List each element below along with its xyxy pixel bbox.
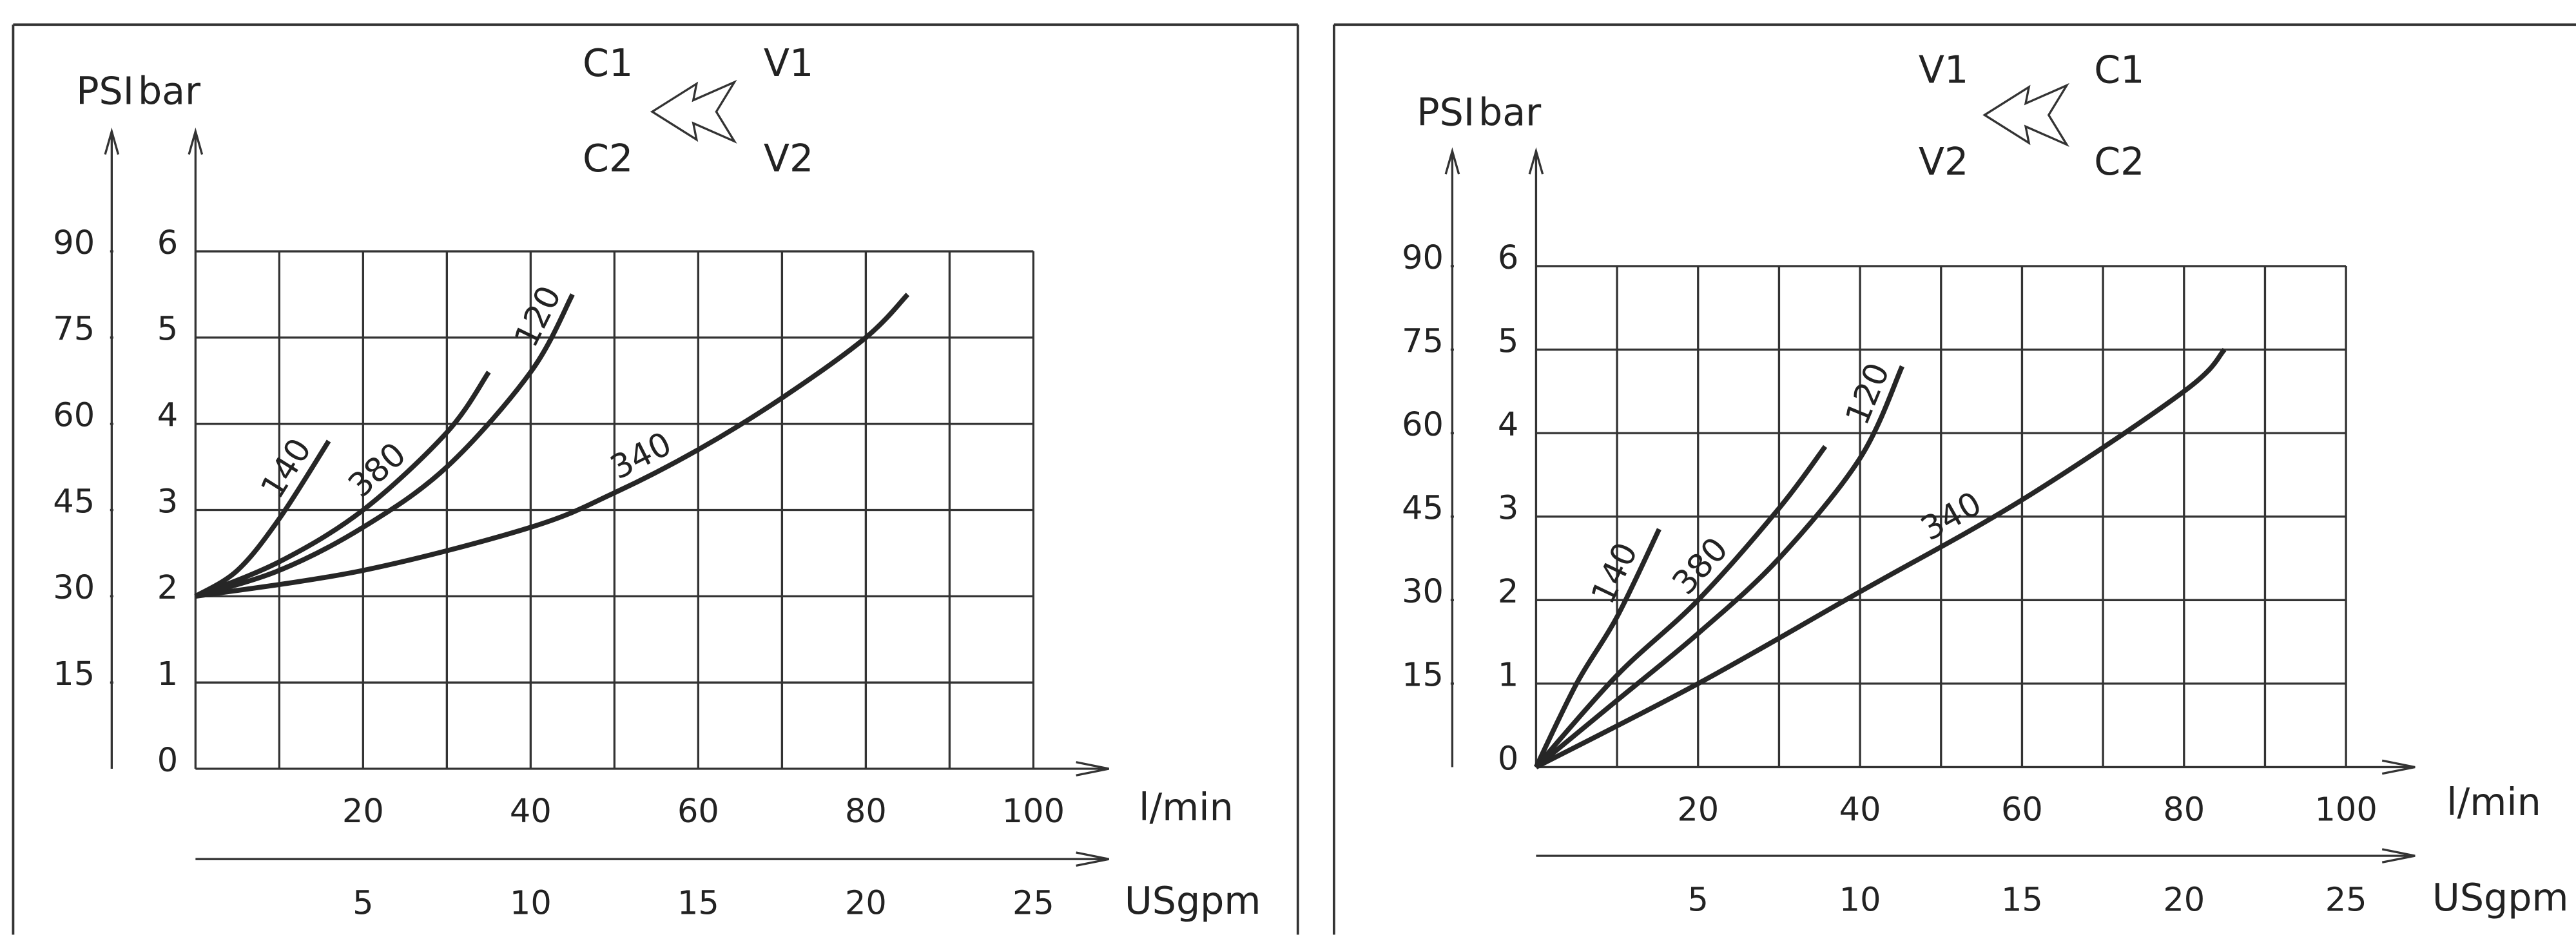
x2-axis-label: USgpm [1125, 879, 1261, 923]
x2-tick-label: 15 [677, 885, 719, 923]
y-tick-label: 5 [1498, 322, 1518, 360]
y-tick-label: 4 [157, 396, 178, 434]
y-axis-label: bar [1478, 91, 1542, 135]
y2-axis [104, 127, 120, 769]
x-tick-label: 20 [342, 793, 384, 831]
flow-arrow [1982, 82, 2069, 147]
y2-tick-label: 60 [53, 396, 95, 434]
y2-tick-label: 45 [1402, 490, 1444, 528]
port-label: C2 [2094, 140, 2144, 184]
y-axis-label: bar [138, 69, 201, 113]
port-label: V2 [764, 137, 813, 180]
port-label: C2 [583, 137, 633, 180]
x-tick-label: 100 [2314, 791, 2377, 829]
x2-tick-label: 15 [2001, 881, 2043, 919]
y-tick-label: 5 [157, 311, 178, 349]
curve [1534, 365, 1904, 769]
y-tick-label: 0 [157, 742, 178, 780]
curve [1535, 347, 2227, 769]
x-tick-label: 40 [510, 793, 552, 831]
curve [1533, 528, 1661, 769]
port-label: C1 [2094, 48, 2144, 92]
x-axis [1536, 759, 2416, 775]
y-axis [1528, 147, 1544, 767]
port-label: V2 [1919, 140, 1968, 184]
series-label: 380 [342, 436, 414, 506]
y-tick-label: 6 [157, 224, 178, 262]
port-label: C1 [583, 41, 633, 85]
y-tick-label: 2 [1498, 573, 1518, 611]
y-tick-label: 1 [157, 655, 178, 693]
y-tick-label: 2 [157, 569, 178, 607]
y-tick-label: 6 [1498, 239, 1518, 277]
x-tick-label: 100 [1002, 793, 1065, 831]
y2-tick-label: 75 [1402, 322, 1444, 360]
y2-tick-label: 15 [53, 655, 95, 693]
y2-tick-label: 75 [53, 311, 95, 349]
y2-axis [1444, 147, 1460, 767]
x-tick-label: 60 [677, 793, 719, 831]
y2-tick-label: 90 [53, 224, 95, 262]
y-axis [188, 127, 204, 769]
x-tick-label: 20 [1677, 791, 1719, 829]
y2-axis-label: PSI [76, 69, 134, 113]
x-tick-label: 80 [2163, 791, 2205, 829]
y2-tick-label: 30 [53, 569, 95, 607]
x2-tick-label: 20 [845, 885, 887, 923]
y2-tick-label: 60 [1402, 406, 1444, 444]
y2-axis-label: PSI [1417, 91, 1475, 135]
x-axis-label: l/min [1139, 786, 1234, 829]
y2-tick-label: 90 [1402, 239, 1444, 277]
port-label: V1 [1919, 48, 1968, 92]
flow-arrow [650, 79, 737, 144]
y-tick-label: 1 [1498, 657, 1518, 695]
curve [195, 293, 575, 599]
x-tick-label: 80 [845, 793, 887, 831]
x-tick-label: 40 [1839, 791, 1881, 829]
x2-tick-label: 25 [1012, 885, 1054, 923]
curve [1534, 445, 1828, 769]
x2-tick-label: 5 [353, 885, 373, 923]
port-label: V1 [764, 41, 813, 85]
y2-tick-label: 30 [1402, 573, 1444, 611]
y-tick-label: 3 [157, 483, 178, 521]
y-tick-label: 0 [1498, 740, 1518, 778]
x-axis-label: l/min [2446, 780, 2541, 824]
x2-axis-label: USgpm [2432, 876, 2569, 920]
curve [194, 439, 331, 599]
y2-tick-label: 15 [1402, 657, 1444, 695]
curve [195, 293, 910, 599]
x2-tick-label: 25 [2325, 881, 2367, 919]
y-tick-label: 3 [1498, 490, 1518, 528]
x-tick-label: 60 [2001, 791, 2043, 829]
x2-axis [195, 851, 1109, 867]
x2-tick-label: 20 [2163, 881, 2205, 919]
x2-tick-label: 10 [1839, 881, 1881, 919]
x2-tick-label: 10 [510, 885, 552, 923]
curve [194, 371, 491, 599]
x-axis [195, 761, 1109, 776]
x2-axis [1536, 848, 2416, 863]
y-tick-label: 4 [1498, 406, 1518, 444]
series-label: 380 [1665, 530, 1736, 602]
x2-tick-label: 5 [1688, 881, 1709, 919]
y2-tick-label: 45 [53, 483, 95, 521]
